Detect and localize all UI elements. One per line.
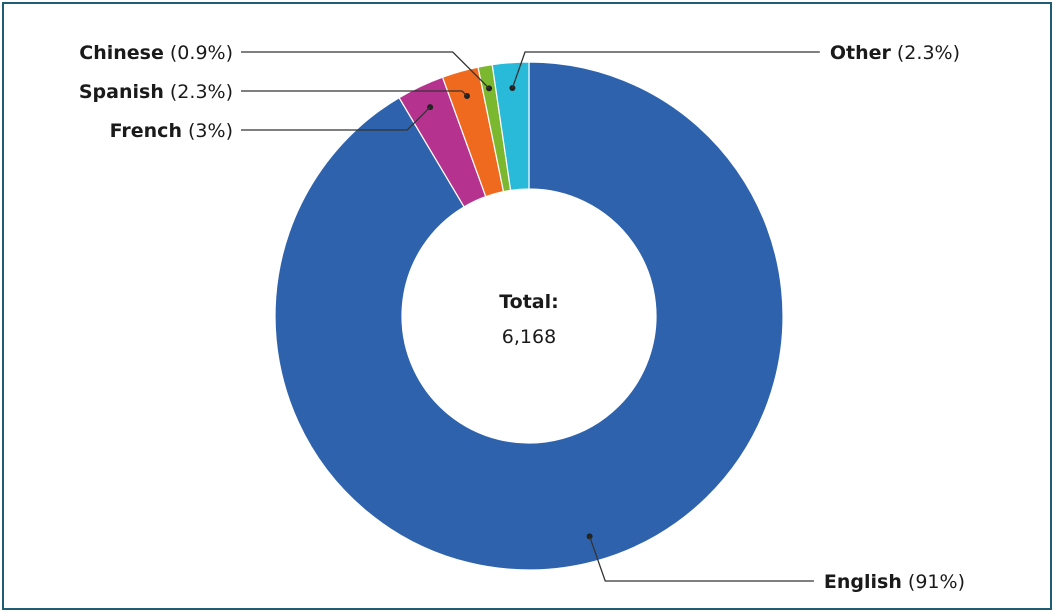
slice-other[interactable] xyxy=(491,61,530,192)
slice-english[interactable] xyxy=(274,61,784,571)
slice-labels: English (91%) French (3%) Spanish (2.3%) Ch… xyxy=(79,42,965,593)
chart-frame xyxy=(2,2,1052,610)
leader-line-chinese xyxy=(241,51,490,89)
center-total-title: Total: xyxy=(499,291,559,313)
leader-dot-other xyxy=(509,85,516,92)
leader-line-french xyxy=(241,106,431,131)
leader-line-spanish xyxy=(241,90,468,97)
donut-slices xyxy=(274,61,784,571)
leader-line-other xyxy=(511,51,820,89)
slice-label-other: Other (2.3%) xyxy=(830,42,960,64)
slice-label-spanish: Spanish (2.3%) xyxy=(79,81,233,103)
center-total-value: 6,168 xyxy=(502,326,556,348)
leader-line-english xyxy=(589,536,814,582)
slice-label-english: English (91%) xyxy=(824,571,965,593)
slice-label-french: French (3%) xyxy=(110,120,233,142)
leader-lines xyxy=(241,51,820,582)
slice-label-chinese: Chinese (0.9%) xyxy=(79,42,233,64)
